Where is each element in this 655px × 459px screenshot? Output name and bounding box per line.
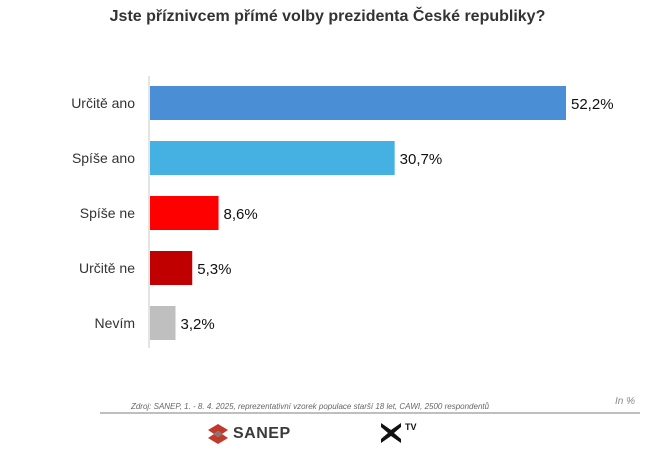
unit-label: In % [614, 396, 635, 407]
bar-0 [150, 86, 566, 120]
xtv-logo-text: TV [405, 422, 417, 432]
category-label: Nevím [95, 315, 135, 331]
value-label: 52,2% [571, 96, 614, 113]
sanep-logo-icon [208, 424, 228, 444]
bar-1 [150, 141, 395, 175]
category-label: Určitě ano [71, 95, 135, 111]
sanep-logo: SANEP [207, 422, 291, 446]
bar-3 [150, 251, 193, 285]
xtv-logo: TV [378, 420, 417, 448]
value-label: 3,2% [181, 316, 215, 333]
chart-title: Jste příznivcem přímé volby prezidenta Č… [109, 8, 546, 25]
category-label: Spíše ne [80, 205, 135, 221]
category-label: Určitě ne [79, 260, 135, 276]
bar-4 [150, 306, 176, 340]
xtv-logo-icon [381, 423, 401, 443]
sanep-logo-text: SANEP [233, 425, 291, 442]
bar-2 [150, 196, 219, 230]
value-label: 30,7% [400, 151, 443, 168]
bar-chart: Určitě ano 52,2% Spíše ano 30,7% Spíše ne 8,6… [71, 76, 614, 348]
value-label: 5,3% [197, 261, 231, 278]
footer-divider [100, 412, 640, 414]
category-label: Spíše ano [72, 150, 135, 166]
value-label: 8,6% [224, 206, 258, 223]
source-note: Zdroj: SANEP, 1. - 8. 4. 2025, reprezent… [130, 402, 490, 411]
